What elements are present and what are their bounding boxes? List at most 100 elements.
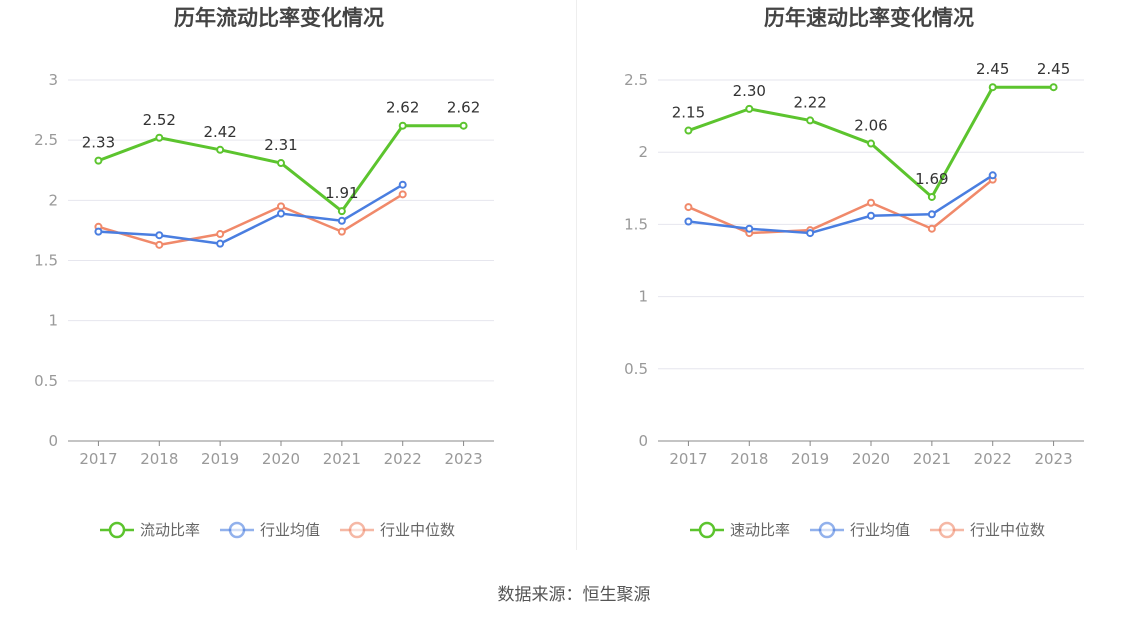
data-label: 2.31 — [264, 136, 297, 154]
legend-label: 速动比率 — [730, 521, 790, 539]
legend-label: 行业中位数 — [970, 521, 1045, 539]
x-tick-label: 2022 — [974, 450, 1012, 468]
data-point — [684, 203, 693, 212]
data-label: 2.33 — [82, 134, 115, 152]
data-point — [745, 224, 754, 233]
y-tick-label: 1 — [638, 288, 648, 306]
legend-label: 行业均值 — [260, 521, 320, 539]
y-tick-label: 1.5 — [624, 215, 648, 233]
data-point — [684, 217, 693, 226]
data-point — [867, 198, 875, 207]
data-point — [216, 239, 225, 248]
data-point — [867, 139, 875, 148]
legend-item[interactable]: 行业中位数 — [930, 521, 1045, 539]
series-line — [98, 193, 404, 247]
data-label: 1.69 — [915, 170, 948, 188]
legend-label: 流动比率 — [140, 521, 200, 539]
data-label: 1.91 — [325, 184, 358, 202]
x-tick-label: 2018 — [730, 450, 768, 468]
data-point — [398, 121, 407, 130]
y-tick-label: 2.5 — [34, 131, 58, 149]
x-tick-label: 2019 — [791, 450, 829, 468]
y-tick-label: 0.5 — [34, 372, 58, 390]
quick-ratio-chart: 历年速动比率变化情况 0 0.5 1 1.5 2 2.5 2017 2018 2019 2020 20… — [624, 6, 1084, 539]
data-point — [337, 227, 346, 236]
data-point — [459, 121, 468, 130]
x-tick-label: 2021 — [913, 450, 951, 468]
data-point — [988, 83, 997, 92]
data-point — [337, 216, 346, 225]
data-label: 2.45 — [976, 60, 1009, 78]
data-label: 2.06 — [854, 117, 887, 135]
x-tick-label: 2020 — [852, 450, 890, 468]
data-label: 2.22 — [793, 93, 826, 111]
data-label: 2.45 — [1037, 60, 1070, 78]
series-line — [688, 174, 994, 235]
legend-circle-icon — [698, 521, 716, 539]
data-point — [745, 104, 754, 113]
data-label: 2.30 — [733, 82, 766, 100]
x-tick-label: 2020 — [262, 450, 300, 468]
data-label: 2.62 — [447, 99, 480, 117]
data-point — [398, 180, 407, 189]
data-point — [277, 209, 285, 218]
legend-item[interactable]: 速动比率 — [690, 521, 790, 539]
current-ratio-chart: 历年流动比率变化情况 0 0.5 1 1.5 2 2.5 3 2017 2018 2019 2020 2… — [34, 6, 494, 539]
data-point — [216, 230, 225, 239]
data-point — [216, 145, 225, 154]
data-point — [277, 202, 285, 211]
y-tick-label: 2 — [48, 191, 58, 209]
data-point — [337, 207, 346, 216]
legend-circle-icon — [228, 521, 246, 539]
y-tick-label: 2 — [638, 143, 648, 161]
y-tick-label: 0 — [638, 432, 648, 450]
data-point — [927, 192, 936, 201]
data-point — [277, 159, 285, 168]
data-label: 2.52 — [143, 111, 176, 129]
data-point — [94, 227, 103, 236]
data-point — [684, 126, 693, 135]
data-point — [867, 211, 875, 220]
data-label: 2.15 — [672, 104, 705, 122]
data-label: 2.42 — [203, 123, 236, 141]
series-line — [98, 183, 404, 245]
panel-divider — [576, 0, 577, 550]
legend-circle-icon — [938, 521, 956, 539]
data-point — [806, 116, 815, 125]
legend-item[interactable]: 行业均值 — [220, 521, 320, 539]
legend-item[interactable]: 流动比率 — [100, 521, 200, 539]
y-tick-label: 0 — [48, 432, 58, 450]
legend-circle-icon — [108, 521, 126, 539]
x-tick-label: 2022 — [384, 450, 422, 468]
data-point — [398, 190, 407, 199]
chart-title: 历年速动比率变化情况 — [764, 6, 974, 30]
legend-circle-icon — [348, 521, 366, 539]
legend-item[interactable]: 行业中位数 — [340, 521, 455, 539]
legend-circle-icon — [818, 521, 836, 539]
y-tick-label: 1.5 — [34, 252, 58, 270]
x-tick-label: 2017 — [79, 450, 117, 468]
x-tick-label: 2023 — [444, 450, 482, 468]
data-point — [988, 171, 997, 180]
data-source-note: 数据来源：恒生聚源 — [497, 585, 651, 605]
data-point — [806, 229, 815, 238]
data-point — [155, 240, 164, 249]
y-tick-label: 3 — [48, 71, 58, 89]
legend-label: 行业中位数 — [380, 521, 455, 539]
data-point — [1049, 83, 1058, 92]
x-tick-label: 2017 — [669, 450, 707, 468]
legend-item[interactable]: 行业均值 — [810, 521, 910, 539]
data-point — [94, 156, 103, 165]
data-point — [155, 133, 164, 142]
x-tick-label: 2023 — [1034, 450, 1072, 468]
data-point — [155, 231, 164, 240]
data-point — [927, 210, 936, 219]
y-tick-label: 0.5 — [624, 360, 648, 378]
x-tick-label: 2019 — [201, 450, 239, 468]
x-tick-label: 2021 — [323, 450, 361, 468]
x-tick-label: 2018 — [140, 450, 178, 468]
y-tick-label: 2.5 — [624, 71, 648, 89]
data-point — [927, 224, 936, 233]
chart-title: 历年流动比率变化情况 — [174, 6, 384, 30]
data-label: 2.62 — [386, 99, 419, 117]
